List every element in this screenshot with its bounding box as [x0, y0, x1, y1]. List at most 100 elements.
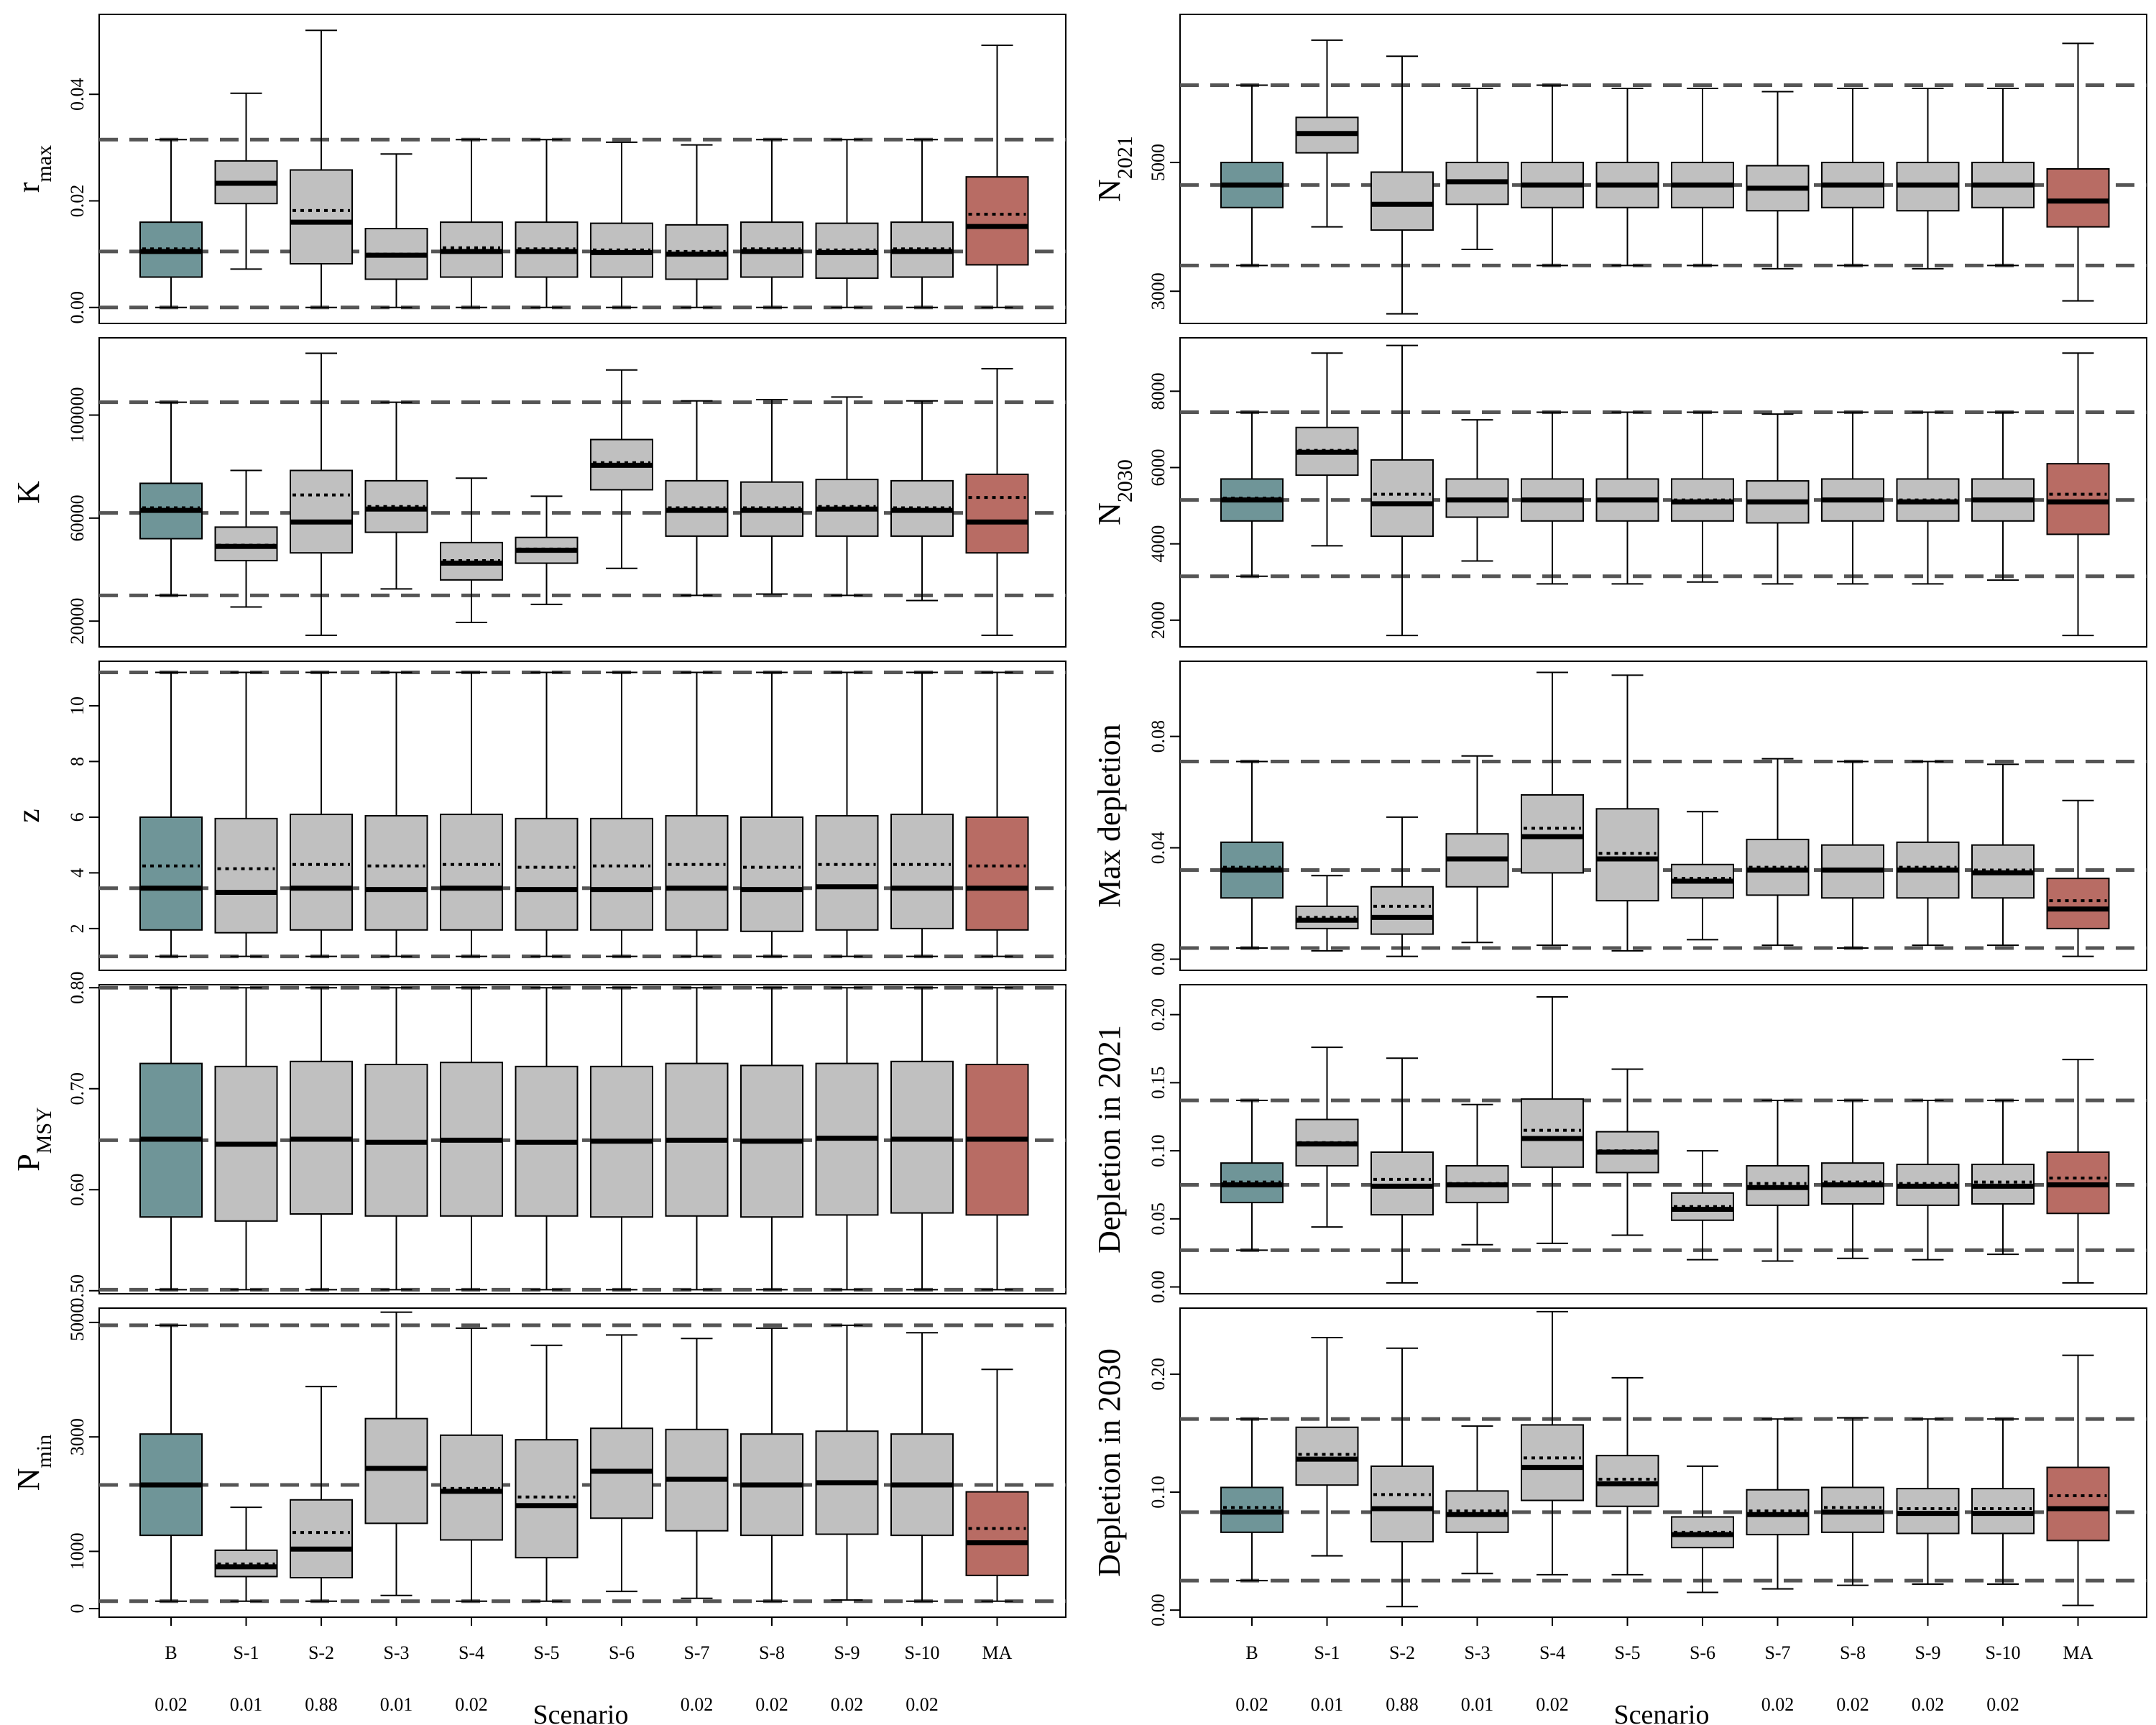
box-S-6 [1671, 811, 1734, 941]
iqr-box [1295, 1426, 1359, 1486]
x-tick-label: B [165, 1642, 177, 1663]
box-S-10 [1971, 1100, 2035, 1256]
x-axis-title-left: Scenario [533, 1700, 629, 1725]
x-tick-label: B [1245, 1642, 1258, 1663]
box-S-2 [290, 29, 353, 308]
iqr-box [815, 815, 879, 931]
box-S-7 [1746, 413, 1810, 585]
y-tick-label: 20000 [67, 598, 88, 645]
iqr-box [364, 1417, 428, 1524]
plot-frame [98, 661, 1067, 971]
x-tick-label: S-10 [1985, 1642, 2020, 1663]
plot-frame [1179, 661, 2147, 971]
y-tick-label: 8000 [1148, 372, 1169, 410]
y-tick-label: 8 [67, 757, 88, 766]
y-tick-label: 0.20 [1148, 1358, 1169, 1391]
box-S-9 [1896, 88, 1960, 270]
iqr-box [665, 815, 729, 931]
weight-label: 0.01 [230, 1694, 263, 1715]
x-tick-label: S-4 [459, 1642, 484, 1663]
weight-label: 0.88 [1386, 1694, 1419, 1715]
box-S-5 [1595, 411, 1659, 585]
y-tick-label: 2 [67, 924, 88, 933]
y-axis-title: Max depletion [1092, 724, 1127, 907]
iqr-box [965, 473, 1029, 554]
weight-label: 0.02 [681, 1694, 714, 1715]
x-tick-label: S-4 [1539, 1642, 1565, 1663]
iqr-box [2046, 168, 2110, 228]
box-S-7 [1746, 1418, 1810, 1590]
box-S-1 [214, 92, 278, 270]
box-S-10 [890, 987, 954, 1291]
box-S-1 [214, 987, 278, 1291]
x-tick-label: S-8 [759, 1642, 785, 1663]
plot-frame [1179, 337, 2147, 648]
box-S-1 [214, 671, 278, 957]
plot-frame [98, 14, 1067, 324]
y-tick-label: 0.00 [1148, 1271, 1169, 1304]
x-tick-label: S-1 [1314, 1642, 1340, 1663]
panel-2: 3000 5000 N2021 [1092, 14, 2147, 324]
box-S-2 [1370, 1057, 1434, 1284]
box-S-4 [1521, 84, 1584, 267]
weight-label: 0.02 [831, 1694, 864, 1715]
y-tick-label: 3000 [1148, 272, 1169, 310]
box-S-10 [1971, 88, 2035, 267]
box-S-8 [1821, 88, 1884, 267]
box-S-3 [1445, 1425, 1509, 1575]
y-axis-title-subscript: 2021 [1113, 136, 1137, 179]
y-axis-title-subscript: MSY [32, 1107, 56, 1154]
iqr-box [515, 1439, 579, 1559]
box-S-10 [890, 671, 954, 957]
box-S-7 [665, 1338, 729, 1599]
box-MA [2046, 352, 2110, 637]
panel-4: 2000 4000 6000 8000 N2030 [1092, 337, 2147, 648]
y-axis-title-subscript: 2030 [1113, 459, 1137, 502]
x-axis-right: B 0.02 S-1 0.01 S-2 0.88 S-3 0.01 S-4 0.02 S-5 S-6 S… [1235, 1617, 2093, 1715]
box-S-8 [740, 1327, 803, 1602]
x-tick-label: S-2 [308, 1642, 334, 1663]
box-B [139, 401, 203, 597]
weight-label: 0.01 [1311, 1694, 1344, 1715]
box-MA [965, 45, 1029, 308]
box-MA [2046, 1059, 2110, 1284]
y-tick-label: 0.08 [1148, 720, 1169, 753]
weight-label: 0.02 [1836, 1694, 1869, 1715]
iqr-box [740, 816, 803, 932]
box-S-8 [740, 399, 803, 595]
box-S-9 [815, 139, 879, 308]
box-S-5 [515, 671, 579, 957]
y-tick-label: 100000 [67, 387, 88, 443]
panel-8: 0.00 0.05 0.10 0.15 0.20 Depletion in 2021 [1092, 984, 2147, 1304]
iqr-box [1370, 886, 1434, 935]
x-tick-label: S-9 [834, 1642, 860, 1663]
box-S-5 [515, 495, 579, 605]
box-MA [965, 1368, 1029, 1602]
box-B [1220, 84, 1284, 267]
box-B [1220, 1100, 1284, 1251]
panel-3: 20000 60000 100000 K [11, 337, 1067, 648]
box-S-1 [1295, 875, 1359, 952]
box-S-3 [1445, 88, 1509, 250]
box-S-4 [1521, 671, 1584, 947]
panel-6: 0.00 0.04 0.08 Max depletion [1092, 661, 2147, 975]
box-S-8 [1821, 411, 1884, 585]
y-tick-label: 0.00 [1148, 1593, 1169, 1627]
iqr-box [364, 815, 428, 931]
iqr-box [1370, 171, 1434, 231]
box-S-6 [590, 671, 653, 957]
iqr-box [1370, 459, 1434, 538]
y-axis-title: PMSY [11, 1107, 56, 1172]
box-B [139, 987, 203, 1291]
y-axis-title: Nmin [11, 1435, 56, 1491]
x-tick-label: S-3 [1464, 1642, 1490, 1663]
y-tick-label: 0.04 [1148, 832, 1169, 865]
box-S-3 [364, 401, 428, 590]
box-S-3 [364, 671, 428, 957]
x-tick-label: S-8 [1840, 1642, 1866, 1663]
box-S-5 [1595, 674, 1659, 952]
iqr-box [965, 1491, 1029, 1576]
box-S-4 [440, 671, 503, 957]
box-B [139, 1324, 203, 1602]
iqr-box [290, 814, 353, 931]
